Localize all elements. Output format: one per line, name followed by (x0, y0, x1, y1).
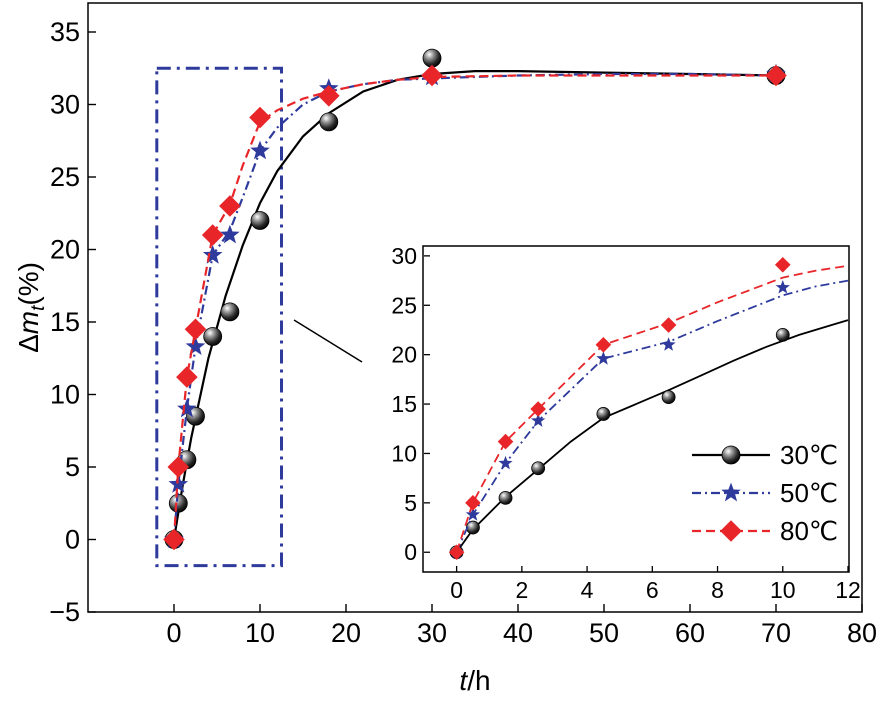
data-point (177, 398, 197, 418)
inset-series-line-80℃ (455, 264, 849, 553)
legend-label: 80℃ (780, 516, 838, 546)
legend-marker (720, 520, 742, 542)
legend: 30℃ 50℃ 80℃ (692, 440, 838, 546)
inset-data-point (466, 520, 480, 535)
inset-data-point (596, 407, 611, 421)
x-axis-title: t/h (459, 665, 490, 696)
inset-y-tick-label: 0 (404, 539, 417, 565)
inset-plot: 0 2 4 6 8 10 12 0 5 10 15 20 25 30 30℃ 50℃ 80℃ (391, 243, 860, 603)
inset-data-point (465, 495, 481, 511)
series-line-30℃ (172, 70, 777, 540)
x-tick-label: 70 (761, 618, 791, 648)
x-tick-label: 0 (166, 618, 181, 648)
inset-series-line-30℃ (455, 319, 849, 553)
data-point (219, 195, 241, 217)
main-plot-frame (87, 2, 863, 613)
inset-data-point (775, 328, 790, 342)
y-tick-label: 0 (65, 525, 80, 555)
main-plot: 0 10 20 30 40 50 60 70 80−505101520253035t/hΔmt(… (13, 2, 877, 696)
inset-data-point (497, 433, 514, 450)
x-tick-label: 40 (503, 618, 533, 648)
y-tick-label: 5 (65, 452, 80, 482)
inset-x-tick-label: 4 (581, 577, 594, 603)
inset-data-point (498, 455, 513, 470)
inset-data-point (530, 401, 546, 417)
inset-data-point (531, 413, 546, 427)
y-tick-label: 10 (50, 380, 80, 410)
data-point (201, 224, 224, 246)
x-tick-label: 60 (675, 618, 705, 648)
data-point (765, 64, 787, 87)
legend-marker (721, 445, 741, 465)
legend-marker (721, 482, 741, 502)
x-tick-label: 80 (847, 618, 877, 648)
data-point (249, 106, 271, 129)
zoom-connector-line (293, 319, 363, 363)
data-point (163, 528, 185, 551)
inset-x-tick-label: 2 (515, 577, 528, 603)
inset-x-tick-label: 8 (711, 577, 724, 603)
inset-data-point (531, 461, 546, 476)
inset-y-tick-label: 20 (391, 342, 417, 368)
inset-y-tick-label: 10 (391, 440, 417, 466)
y-tick-label: 35 (50, 17, 80, 47)
x-tick-label: 10 (245, 618, 275, 648)
y-tick-label: 20 (50, 235, 80, 265)
inset-x-tick-label: 10 (770, 577, 796, 603)
inset-data-point (465, 507, 480, 521)
inset-y-tick-label: 15 (391, 391, 417, 417)
y-tick-label: 30 (50, 90, 80, 120)
inset-x-tick-label: 12 (835, 577, 861, 603)
inset-data-point (661, 390, 676, 405)
legend-label: 50℃ (780, 478, 838, 508)
data-point (250, 140, 270, 160)
legend-label: 30℃ (780, 440, 838, 470)
inset-x-tick-label: 6 (646, 577, 659, 603)
inset-data-point (596, 351, 611, 365)
data-point (250, 211, 270, 230)
inset-x-tick-label: 0 (450, 577, 463, 603)
data-point (167, 456, 190, 478)
inset-data-point (498, 491, 513, 505)
x-tick-label: 30 (417, 618, 447, 648)
data-point (184, 318, 207, 341)
inset-y-tick-label: 5 (404, 490, 417, 516)
inset-y-tick-label: 30 (391, 243, 417, 269)
data-point (202, 244, 223, 264)
data-point (176, 366, 198, 388)
data-point (220, 302, 240, 322)
inset-y-tick-label: 25 (391, 292, 417, 318)
data-point (319, 112, 339, 132)
inset-data-point (774, 256, 791, 273)
data-point (220, 224, 240, 244)
data-point (185, 336, 206, 355)
inset-data-point (660, 317, 677, 333)
x-tick-label: 20 (331, 618, 361, 648)
data-point (421, 64, 443, 87)
y-axis-title: Δmt(%) (13, 262, 49, 353)
inset-data-point (775, 280, 790, 294)
inset-data-point (448, 544, 465, 561)
data-point (318, 85, 340, 107)
y-tick-label: 15 (50, 307, 80, 337)
data-point (203, 327, 223, 346)
inset-data-point (595, 336, 612, 353)
zoom-region-box (155, 66, 283, 568)
y-tick-label: −5 (49, 597, 80, 627)
data-point (422, 48, 442, 68)
inset-data-point (661, 337, 676, 351)
inset-frame (422, 245, 850, 573)
x-tick-label: 50 (589, 618, 619, 648)
inset-series-line-50℃ (455, 279, 849, 553)
y-tick-label: 25 (50, 162, 80, 192)
